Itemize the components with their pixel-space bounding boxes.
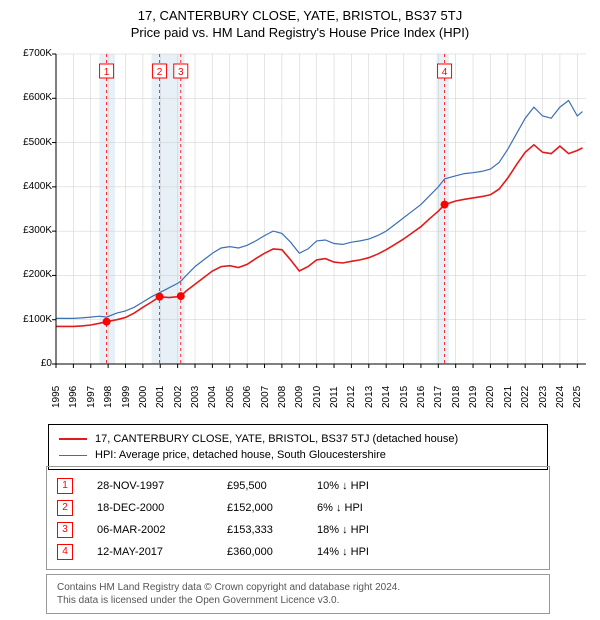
event-number-badge: 2 [57, 500, 73, 516]
y-tick-label: £700K [8, 48, 52, 59]
x-tick-label: 1996 [68, 386, 79, 408]
footnote-box: Contains HM Land Registry data © Crown c… [46, 574, 550, 614]
event-date: 06-MAR-2002 [97, 524, 227, 536]
x-tick-label: 2014 [381, 386, 392, 408]
y-tick-label: £400K [8, 181, 52, 192]
event-row: 3 06-MAR-2002£153,33318% ↓ HPI [57, 519, 539, 541]
x-tick-label: 2001 [155, 386, 166, 408]
x-tick-label: 2021 [503, 386, 514, 408]
event-number-badge: 4 [57, 544, 73, 560]
x-tick-label: 2016 [416, 386, 427, 408]
event-date: 28-NOV-1997 [97, 480, 227, 492]
x-tick-label: 2003 [190, 386, 201, 408]
legend-swatch [59, 455, 87, 456]
x-tick-label: 2011 [329, 386, 340, 408]
event-diff: 10% ↓ HPI [317, 480, 437, 492]
x-tick-label: 2010 [312, 386, 323, 408]
x-tick-label: 2022 [520, 386, 531, 408]
event-number-badge: 3 [57, 522, 73, 538]
svg-text:3: 3 [178, 67, 184, 78]
event-number-badge: 1 [57, 478, 73, 494]
y-tick-label: £300K [8, 225, 52, 236]
x-tick-label: 2023 [538, 386, 549, 408]
event-row: 1 28-NOV-1997£95,50010% ↓ HPI [57, 475, 539, 497]
x-tick-label: 1999 [121, 386, 132, 408]
x-tick-label: 2025 [572, 386, 583, 408]
x-tick-label: 2006 [242, 386, 253, 408]
event-date: 12-MAY-2017 [97, 546, 227, 558]
event-price: £95,500 [227, 480, 317, 492]
x-tick-label: 2007 [260, 386, 271, 408]
svg-text:2: 2 [157, 67, 163, 78]
x-tick-label: 1997 [86, 386, 97, 408]
event-row: 4 12-MAY-2017£360,00014% ↓ HPI [57, 541, 539, 563]
legend-swatch [59, 438, 87, 440]
legend-box: 17, CANTERBURY CLOSE, YATE, BRISTOL, BS3… [48, 424, 548, 470]
x-tick-label: 1995 [51, 386, 62, 408]
event-price: £153,333 [227, 524, 317, 536]
price-chart: 1 2 3 4 [8, 48, 592, 378]
legend-item: 17, CANTERBURY CLOSE, YATE, BRISTOL, BS3… [59, 431, 537, 447]
svg-text:1: 1 [104, 67, 110, 78]
x-tick-label: 2002 [173, 386, 184, 408]
event-diff: 14% ↓ HPI [317, 546, 437, 558]
x-tick-label: 2020 [485, 386, 496, 408]
event-date: 18-DEC-2000 [97, 502, 227, 514]
event-price: £360,000 [227, 546, 317, 558]
x-tick-label: 2024 [555, 386, 566, 408]
x-tick-label: 2013 [364, 386, 375, 408]
x-tick-label: 2019 [468, 386, 479, 408]
event-row: 2 18-DEC-2000£152,0006% ↓ HPI [57, 497, 539, 519]
event-price: £152,000 [227, 502, 317, 514]
legend-label: 17, CANTERBURY CLOSE, YATE, BRISTOL, BS3… [95, 433, 458, 445]
y-tick-label: £100K [8, 314, 52, 325]
y-tick-label: £500K [8, 137, 52, 148]
page-title: 17, CANTERBURY CLOSE, YATE, BRISTOL, BS3… [0, 0, 600, 23]
x-tick-label: 2015 [399, 386, 410, 408]
page-subtitle: Price paid vs. HM Land Registry's House … [0, 23, 600, 46]
legend-label: HPI: Average price, detached house, Sout… [95, 449, 386, 461]
x-tick-label: 2009 [294, 386, 305, 408]
event-diff: 18% ↓ HPI [317, 524, 437, 536]
x-tick-label: 1998 [103, 386, 114, 408]
x-axis-labels: 1995 1996 1997 1998 1999 2000 2001 2002 2003 2004… [48, 378, 588, 418]
footnote-line: Contains HM Land Registry data © Crown c… [57, 581, 539, 594]
x-tick-label: 2017 [433, 386, 444, 408]
footnote-line: This data is licensed under the Open Gov… [57, 594, 539, 607]
x-tick-label: 2012 [346, 386, 357, 408]
event-diff: 6% ↓ HPI [317, 502, 437, 514]
x-tick-label: 2018 [451, 386, 462, 408]
events-table: 1 28-NOV-1997£95,50010% ↓ HPI 2 18-DEC-2000… [46, 466, 550, 570]
y-tick-label: £600K [8, 92, 52, 103]
x-tick-label: 2008 [277, 386, 288, 408]
legend-item: HPI: Average price, detached house, Sout… [59, 447, 537, 463]
y-tick-label: £200K [8, 269, 52, 280]
x-tick-label: 2000 [138, 386, 149, 408]
x-tick-label: 2005 [225, 386, 236, 408]
y-tick-label: £0 [8, 358, 52, 369]
x-tick-label: 2004 [207, 386, 218, 408]
svg-text:4: 4 [442, 67, 448, 78]
